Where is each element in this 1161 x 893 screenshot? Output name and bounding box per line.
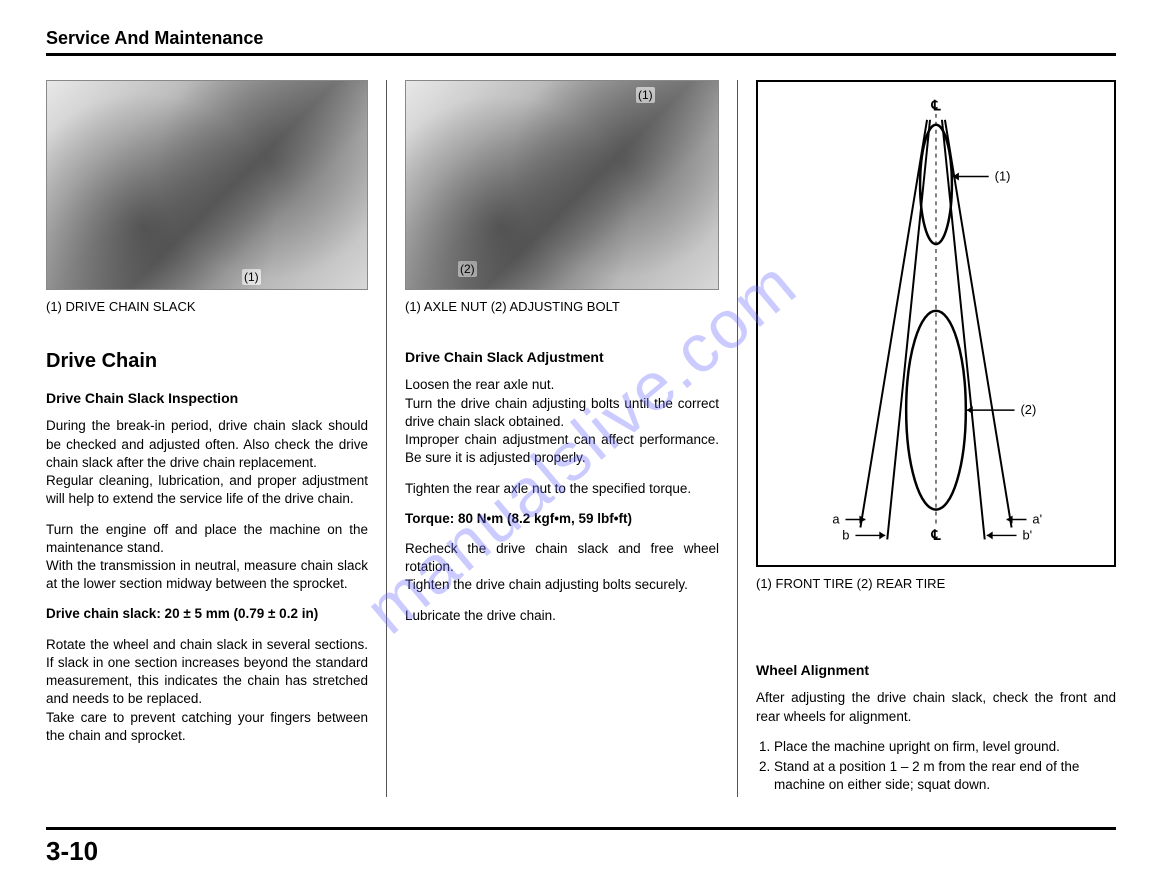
col2-para7: Lubricate the drive chain. bbox=[405, 607, 719, 625]
svg-text:a: a bbox=[832, 512, 840, 527]
col2-para2: Turn the drive chain adjusting bolts unt… bbox=[405, 395, 719, 431]
column-2: (1) (2) (1) AXLE NUT (2) ADJUSTING BOLT … bbox=[386, 80, 738, 797]
svg-text:℄: ℄ bbox=[931, 97, 942, 113]
subheading-slack-adjustment: Drive Chain Slack Adjustment bbox=[405, 348, 719, 367]
photo2-callout-1: (1) bbox=[636, 87, 655, 103]
svg-text:b: b bbox=[842, 527, 849, 542]
col1-para4: With the transmission in neutral, measur… bbox=[46, 557, 368, 593]
alignment-steps: Place the machine upright on firm, level… bbox=[756, 738, 1116, 795]
header-rule bbox=[46, 53, 1116, 56]
column-1: (1) (1) DRIVE CHAIN SLACK Drive Chain Dr… bbox=[46, 80, 386, 797]
page-footer: 3-10 bbox=[46, 827, 1116, 867]
col1-para2: Regular cleaning, lubrication, and prope… bbox=[46, 472, 368, 508]
section-title-drive-chain: Drive Chain bbox=[46, 348, 368, 375]
wheel-alignment-diagram: ℄ ℄ a bbox=[756, 80, 1116, 567]
col2-para1: Loosen the rear axle nut. bbox=[405, 376, 719, 394]
torque-spec: Torque: 80 N•m (8.2 kgf•m, 59 lbf•ft) bbox=[405, 510, 719, 528]
column-3: ℄ ℄ a bbox=[738, 80, 1116, 797]
photo-axle-nut: (1) (2) bbox=[405, 80, 719, 290]
subheading-wheel-alignment: Wheel Alignment bbox=[756, 661, 1116, 680]
col2-para4: Tighten the rear axle nut to the specifi… bbox=[405, 480, 719, 498]
svg-text:(2): (2) bbox=[1021, 402, 1037, 417]
photo2-callout-2: (2) bbox=[458, 261, 477, 277]
svg-text:℄: ℄ bbox=[931, 526, 942, 542]
col1-para3: Turn the engine off and place the machin… bbox=[46, 521, 368, 557]
col3-para1: After adjusting the drive chain slack, c… bbox=[756, 689, 1116, 725]
col2-para3: Improper chain adjustment can affect per… bbox=[405, 431, 719, 467]
manual-page: Service And Maintenance (1) (1) DRIVE CH… bbox=[46, 28, 1116, 797]
step-1: Place the machine upright on firm, level… bbox=[774, 738, 1116, 756]
photo1-caption: (1) DRIVE CHAIN SLACK bbox=[46, 298, 368, 316]
diagram-caption: (1) FRONT TIRE (2) REAR TIRE bbox=[756, 575, 1116, 593]
drive-chain-slack-spec: Drive chain slack: 20 ± 5 mm (0.79 ± 0.2… bbox=[46, 605, 368, 623]
photo-drive-chain-slack: (1) bbox=[46, 80, 368, 290]
svg-text:(1): (1) bbox=[995, 168, 1011, 183]
col1-para1: During the break-in period, drive chain … bbox=[46, 417, 368, 472]
svg-text:b': b' bbox=[1023, 527, 1033, 542]
subheading-slack-inspection: Drive Chain Slack Inspection bbox=[46, 389, 368, 408]
photo2-caption: (1) AXLE NUT (2) ADJUSTING BOLT bbox=[405, 298, 719, 316]
page-number: 3-10 bbox=[46, 836, 1116, 867]
col1-para6: Take care to prevent catching your finge… bbox=[46, 709, 368, 745]
content-columns: (1) (1) DRIVE CHAIN SLACK Drive Chain Dr… bbox=[46, 80, 1116, 797]
col1-para5: Rotate the wheel and chain slack in seve… bbox=[46, 636, 368, 709]
col2-para5: Recheck the drive chain slack and free w… bbox=[405, 540, 719, 576]
page-header-title: Service And Maintenance bbox=[46, 28, 1116, 53]
step-2: Stand at a position 1 – 2 m from the rea… bbox=[774, 758, 1116, 794]
svg-text:a': a' bbox=[1032, 512, 1042, 527]
col2-para6: Tighten the drive chain adjusting bolts … bbox=[405, 576, 719, 594]
photo1-callout-1: (1) bbox=[242, 269, 261, 285]
alignment-svg: ℄ ℄ a bbox=[758, 82, 1114, 566]
footer-rule bbox=[46, 827, 1116, 830]
